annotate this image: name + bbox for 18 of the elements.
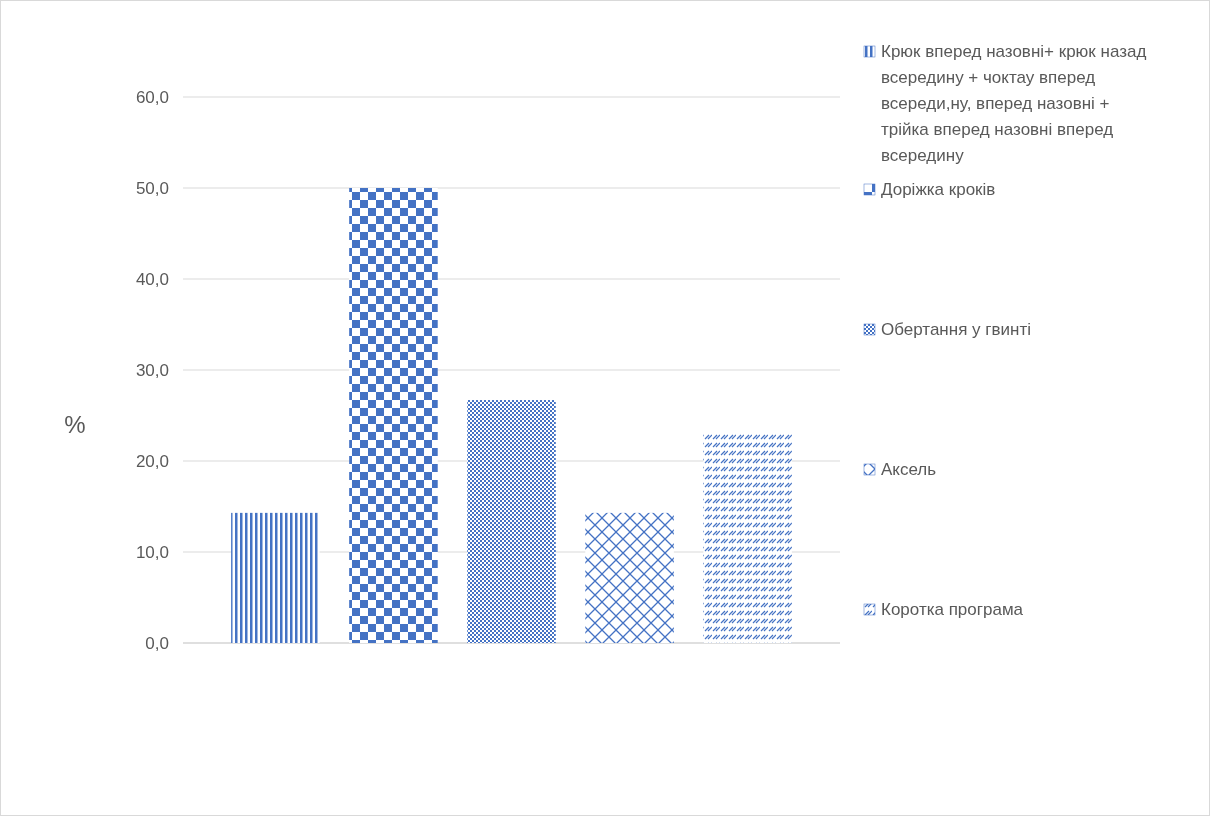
y-tick-label: 10,0 bbox=[135, 542, 169, 562]
legend-label: Крюк вперед назовні+ крюк назад всередину + чоктау вперед всереди,ну, вперед назовні + трійка вперед назовні вперед всередину bbox=[881, 42, 1147, 165]
bar bbox=[467, 400, 556, 643]
y-tick-label: 30,0 bbox=[135, 360, 169, 380]
y-tick-label: 50,0 bbox=[135, 178, 169, 198]
bar bbox=[349, 188, 438, 643]
bar bbox=[231, 512, 320, 643]
y-tick-label: 20,0 bbox=[135, 451, 169, 471]
legend-label: Доріжка кроків bbox=[881, 180, 996, 199]
bar bbox=[585, 512, 674, 643]
y-tick-label: 40,0 bbox=[135, 269, 169, 289]
y-tick-label: 60,0 bbox=[135, 87, 169, 107]
legend-label: Аксель bbox=[881, 460, 937, 479]
bar bbox=[703, 433, 792, 643]
y-axis-title: % bbox=[64, 411, 86, 439]
legend-label: Обертання у гвинті bbox=[881, 320, 1031, 339]
legend-label: Коротка програма bbox=[881, 600, 1024, 619]
y-tick-label: 0,0 bbox=[145, 633, 169, 653]
